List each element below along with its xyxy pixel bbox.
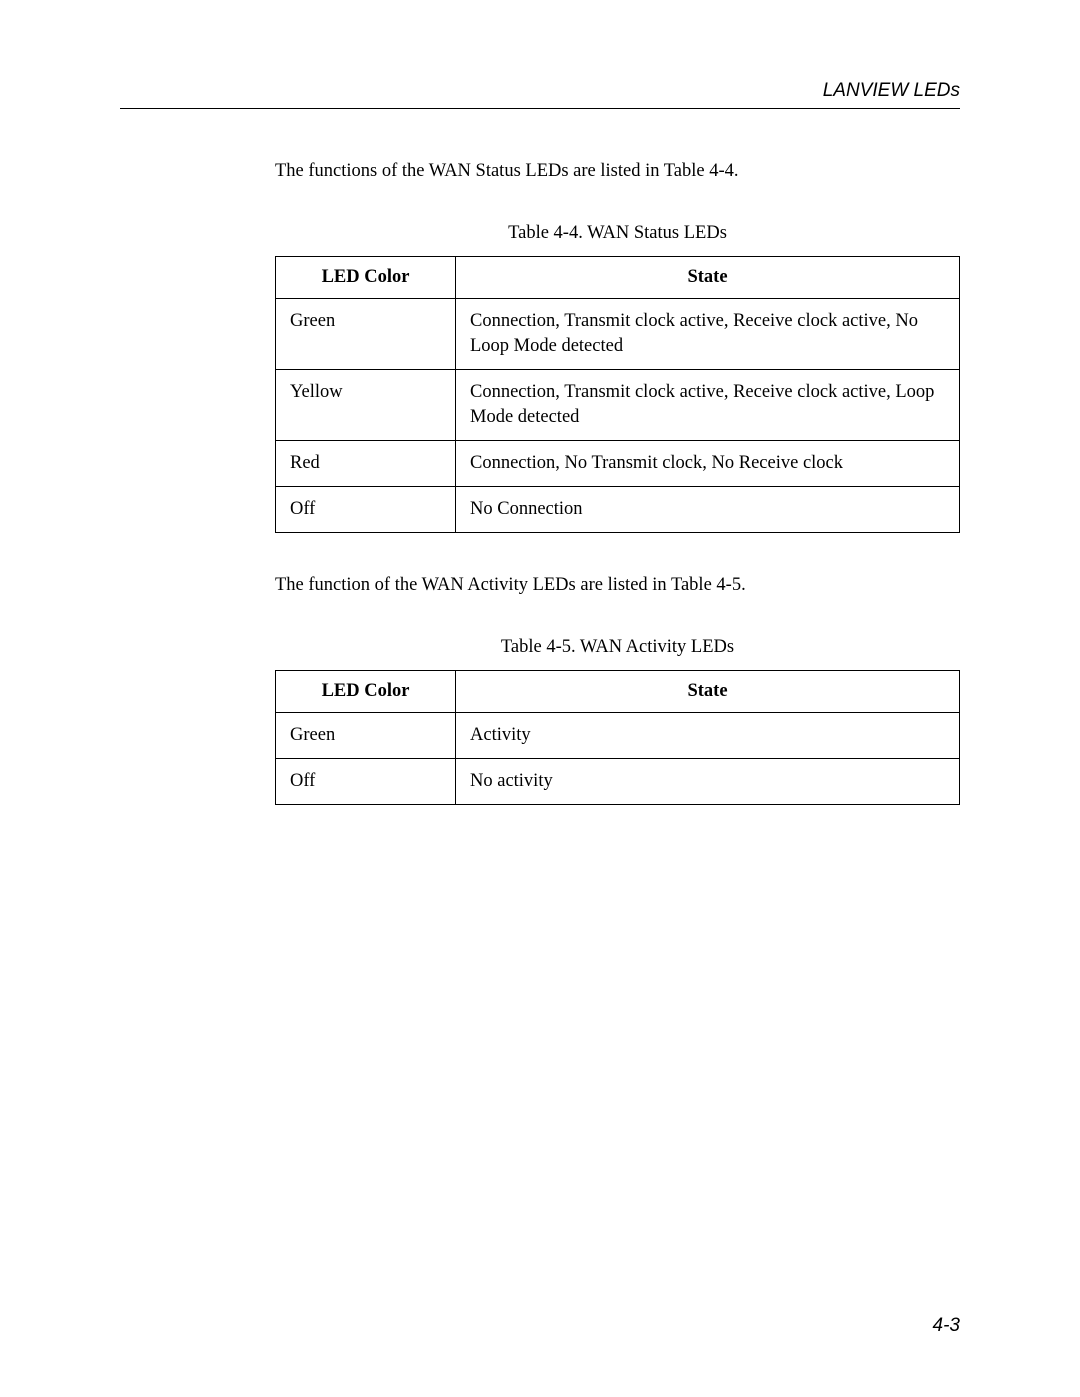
column-header-state: State: [456, 670, 960, 712]
table-caption-1: Table 4-4. WAN Status LEDs: [275, 223, 960, 244]
table-header-row: LED Color State: [276, 670, 960, 712]
table-row: Yellow Connection, Transmit clock active…: [276, 369, 960, 440]
table-row: Off No Connection: [276, 486, 960, 532]
table-row: Red Connection, No Transmit clock, No Re…: [276, 440, 960, 486]
column-header-led-color: LED Color: [276, 256, 456, 298]
column-header-state: State: [456, 256, 960, 298]
table-caption-2: Table 4-5. WAN Activity LEDs: [275, 637, 960, 658]
wan-status-table: LED Color State Green Connection, Transm…: [275, 256, 960, 533]
cell-led-color: Red: [276, 440, 456, 486]
cell-led-color: Off: [276, 758, 456, 804]
table-row: Off No activity: [276, 758, 960, 804]
cell-state: No activity: [456, 758, 960, 804]
cell-state: Activity: [456, 712, 960, 758]
cell-state: Connection, Transmit clock active, Recei…: [456, 298, 960, 369]
column-header-led-color: LED Color: [276, 670, 456, 712]
cell-state: Connection, No Transmit clock, No Receiv…: [456, 440, 960, 486]
cell-state: Connection, Transmit clock active, Recei…: [456, 369, 960, 440]
cell-state: No Connection: [456, 486, 960, 532]
table-row: Green Activity: [276, 712, 960, 758]
cell-led-color: Yellow: [276, 369, 456, 440]
page-container: LANVIEW LEDs The functions of the WAN St…: [0, 0, 1080, 1397]
header-title: LANVIEW LEDs: [823, 80, 960, 101]
table-row: Green Connection, Transmit clock active,…: [276, 298, 960, 369]
table-header-row: LED Color State: [276, 256, 960, 298]
cell-led-color: Green: [276, 298, 456, 369]
cell-led-color: Green: [276, 712, 456, 758]
page-footer: 4-3: [933, 1315, 960, 1337]
intro-paragraph-1: The functions of the WAN Status LEDs are…: [275, 159, 960, 185]
content-area: The functions of the WAN Status LEDs are…: [120, 159, 960, 805]
intro-paragraph-2: The function of the WAN Activity LEDs ar…: [275, 573, 960, 599]
page-number: 4-3: [933, 1315, 960, 1336]
page-header: LANVIEW LEDs: [120, 80, 960, 109]
cell-led-color: Off: [276, 486, 456, 532]
wan-activity-table: LED Color State Green Activity Off No ac…: [275, 670, 960, 805]
